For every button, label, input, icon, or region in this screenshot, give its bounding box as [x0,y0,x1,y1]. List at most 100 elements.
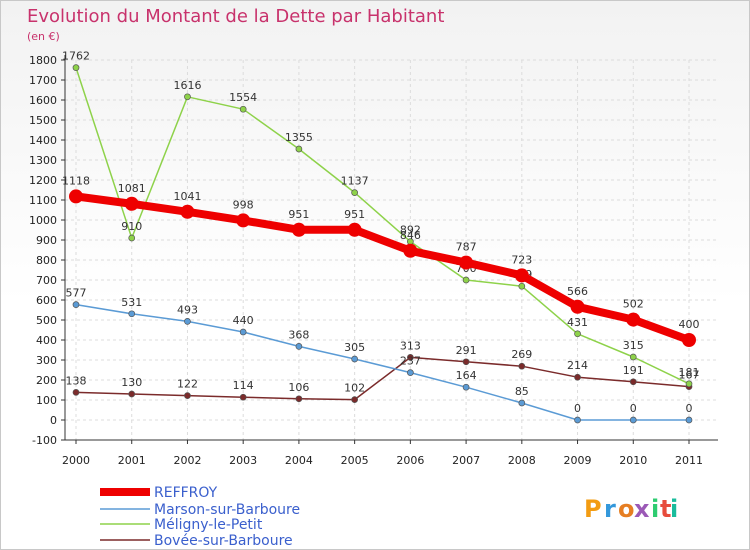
data-point [347,222,362,237]
data-label: 114 [233,379,254,392]
x-tick-label: 2003 [229,454,257,467]
y-tick-label: -100 [32,434,57,447]
series-0: 1118 1081 1041 998 951 951 846 787 723 566 502 400 [62,174,700,347]
data-label: 787 [456,241,477,254]
data-point [351,189,358,196]
data-label: 138 [66,374,87,387]
data-label: 951 [288,208,309,221]
y-tick-label: 400 [36,334,57,347]
chart-subtitle: (en €) [27,30,60,43]
y-tick-label: 600 [36,294,57,307]
logo-letter: i [670,495,678,523]
logo-letter: t [660,495,671,523]
data-label: 431 [567,316,588,329]
y-tick-label: 800 [36,254,57,267]
data-point [291,222,306,237]
data-label: 1616 [173,79,201,92]
data-label: 566 [567,285,588,298]
y-tick-label: 0 [50,414,57,427]
data-label: 237 [400,355,421,368]
data-point [629,378,637,386]
data-point [295,343,303,350]
data-point [128,310,136,318]
y-tick-label: 1200 [29,174,57,187]
data-label: 214 [567,359,588,372]
data-point [184,93,191,101]
data-label: 122 [177,378,198,391]
x-tick-label: 2009 [564,454,592,467]
legend-label: Méligny-le-Petit [154,517,263,533]
data-label: 951 [344,208,365,221]
data-label: 1118 [62,174,90,187]
data-label: 1355 [285,131,313,144]
chart-title: Evolution du Montant de la Dette par Hab… [27,6,444,27]
data-point [72,64,80,71]
y-tick-label: 1400 [29,134,57,147]
data-label: 502 [623,298,644,311]
y-tick-label: 900 [36,234,57,247]
data-label: 1041 [173,190,201,203]
data-label: 0 [574,402,581,415]
y-tick-label: 1600 [29,94,57,107]
data-label: 313 [400,339,421,352]
data-point [184,318,191,325]
logo-letter: P [584,495,602,523]
data-point [462,276,470,284]
data-point [407,354,414,361]
logo-letter: r [604,495,616,523]
data-label: 1554 [229,91,257,104]
x-tick-label: 2001 [118,454,146,467]
x-tick-label: 2007 [452,454,480,467]
y-tick-label: 1300 [29,154,57,167]
data-label: 167 [679,369,700,382]
data-label: 493 [177,303,198,316]
y-tick-label: 1700 [29,74,57,87]
data-label: 106 [288,381,309,394]
data-point [626,312,641,327]
data-point [407,369,414,376]
data-point [574,416,581,424]
data-label: 291 [456,344,477,357]
data-point [462,358,470,366]
data-point [236,213,251,228]
data-point [295,395,303,403]
data-label: 723 [511,253,532,266]
data-point [295,145,303,153]
data-label: 1137 [341,175,369,188]
grid-lines [65,59,718,441]
legend-label: Marson-sur-Barboure [154,502,300,518]
data-label: 191 [623,364,644,377]
y-tick-label: 1100 [29,194,57,207]
series-3: 138 130 122 114 106 102 313 291 269 214 191 167 [66,339,700,403]
y-tick-label: 500 [36,314,57,327]
logo-letter: i [651,495,659,523]
data-label: 85 [515,385,529,398]
data-label: 1762 [62,50,90,63]
legend: REFFROYMarson-sur-BarboureMéligny-le-Pet… [100,485,300,549]
data-point [629,416,637,424]
data-point [69,189,83,204]
data-label: 102 [344,382,365,395]
x-tick-label: 2010 [619,454,647,467]
data-label: 305 [344,341,365,354]
axes [61,55,718,444]
y-tick-label: 300 [36,354,57,367]
data-label: 531 [121,296,142,309]
data-point [682,333,696,347]
data-point [239,393,247,401]
y-tick-label: 1800 [29,54,57,67]
data-label: 368 [288,328,309,341]
data-label: 130 [121,376,142,389]
x-tick-label: 2000 [62,454,90,467]
data-label: 1081 [118,182,146,195]
y-tick-label: 1500 [29,114,57,127]
data-label: 910 [121,220,142,233]
x-tick-label: 2011 [675,454,703,467]
x-tick-label: 2006 [396,454,424,467]
data-point [462,383,470,391]
series-line [75,67,690,385]
data-label: 269 [511,348,532,361]
series-group: 138 130 122 114 106 102 313 291 269 214 191 167 1762… [62,50,700,424]
logo-letter: x [634,495,650,523]
